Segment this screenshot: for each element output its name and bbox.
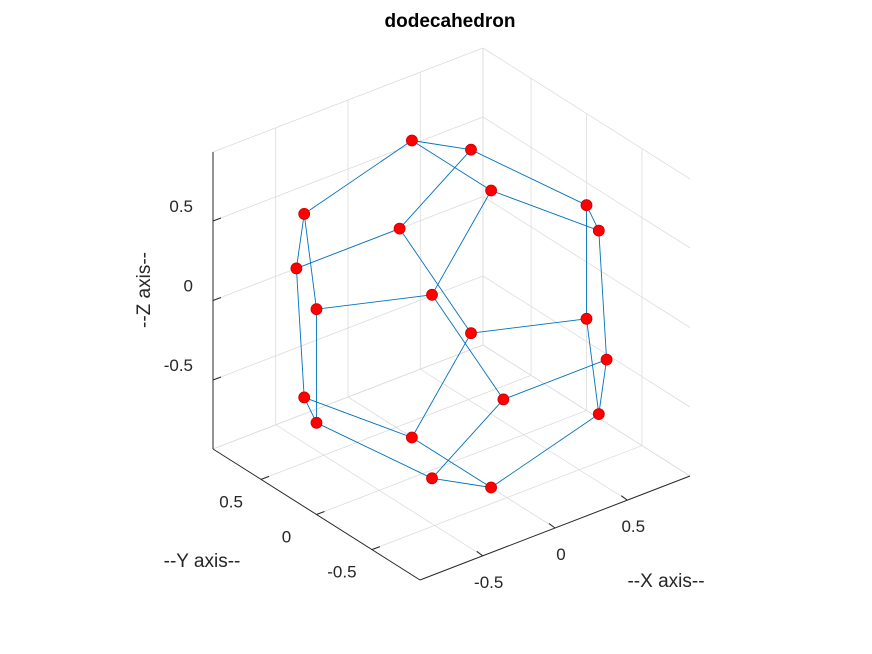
vertices [290, 134, 613, 494]
y-tick-label: 0.5 [219, 492, 243, 511]
vertex-point [393, 222, 406, 235]
vertex-point [405, 134, 418, 147]
edge-line [411, 140, 472, 151]
z-axis-label: --Z axis-- [134, 252, 155, 328]
y-grid-line [260, 375, 532, 480]
edge-line [598, 359, 608, 415]
vertex-point [298, 207, 311, 220]
vertex-point [497, 393, 510, 406]
edge-line [431, 190, 492, 296]
z-grid-line [482, 116, 691, 249]
edge-line [316, 422, 433, 479]
vertex-point [592, 224, 605, 237]
edge-line [503, 359, 607, 400]
edge-line [399, 149, 472, 229]
axes [212, 152, 691, 581]
vertex-point [426, 288, 438, 301]
vertex-point [580, 199, 593, 212]
z-tick-mark [212, 376, 222, 381]
z-tick-mark [212, 217, 222, 222]
vertex-point [310, 416, 323, 429]
edge-line [431, 294, 504, 400]
y-axis-label: --Y axis-- [164, 551, 241, 572]
vertex-point [290, 262, 303, 275]
z-tick-mark [212, 297, 222, 301]
y-tick-mark [371, 546, 381, 551]
y-tick-mark [316, 511, 325, 515]
edge-line [296, 228, 400, 269]
z-tick-label: -0.5 [164, 356, 193, 375]
z-grid-line [212, 116, 484, 222]
vertex-point [298, 391, 311, 404]
vertex-point [465, 327, 477, 340]
y-tick-mark [260, 475, 270, 480]
x-tick-mark [548, 523, 556, 529]
vertex-point [580, 312, 593, 325]
vertex-point [600, 353, 613, 366]
edge-line [470, 318, 587, 334]
vertex-point [592, 408, 605, 421]
y-grid-line [371, 445, 643, 550]
edges [295, 140, 608, 488]
y-tick-label: 0 [282, 528, 291, 547]
edge-line [304, 396, 413, 438]
edge-line [316, 294, 433, 310]
edge-line [470, 149, 587, 206]
edge-line [411, 140, 492, 191]
edge-line [598, 230, 608, 360]
edge-line [295, 268, 305, 398]
x-axis-label: --X axis-- [627, 571, 704, 592]
edge-line [431, 399, 504, 479]
chart-title: dodecahedron [385, 11, 516, 32]
x-tick-label: -0.5 [474, 573, 503, 592]
x-tick-mark [620, 495, 628, 501]
x-tick-label: 0 [556, 545, 565, 564]
x-tick-mark [476, 550, 484, 557]
vertex-point [310, 303, 323, 316]
x-tick-label: 0.5 [621, 517, 645, 536]
edge-line [303, 140, 413, 215]
edge-line [411, 437, 492, 488]
edge-line [399, 228, 472, 334]
vertex-point [485, 481, 498, 494]
edge-line [411, 332, 472, 438]
edge-line [295, 213, 305, 269]
edge-line [490, 413, 600, 488]
vertex-point [426, 472, 438, 485]
y-tick-label: -0.5 [327, 563, 356, 582]
vertex-point [485, 184, 498, 197]
z-tick-label: 0.5 [169, 197, 193, 216]
edge-line [303, 213, 317, 310]
vertex-point [465, 143, 477, 156]
vertex-point [405, 431, 418, 444]
edge-line [586, 318, 600, 415]
grid-lines [212, 47, 691, 557]
tick-labels: -0.5 0 0.5 -0.5 0 0.5 -0.5 0 0.5 [164, 197, 645, 592]
edge-line [431, 477, 492, 488]
edge-line [490, 190, 599, 232]
z-tick-label: 0 [184, 277, 193, 296]
z-grid-line [482, 275, 691, 408]
z-grid-line [212, 275, 484, 381]
